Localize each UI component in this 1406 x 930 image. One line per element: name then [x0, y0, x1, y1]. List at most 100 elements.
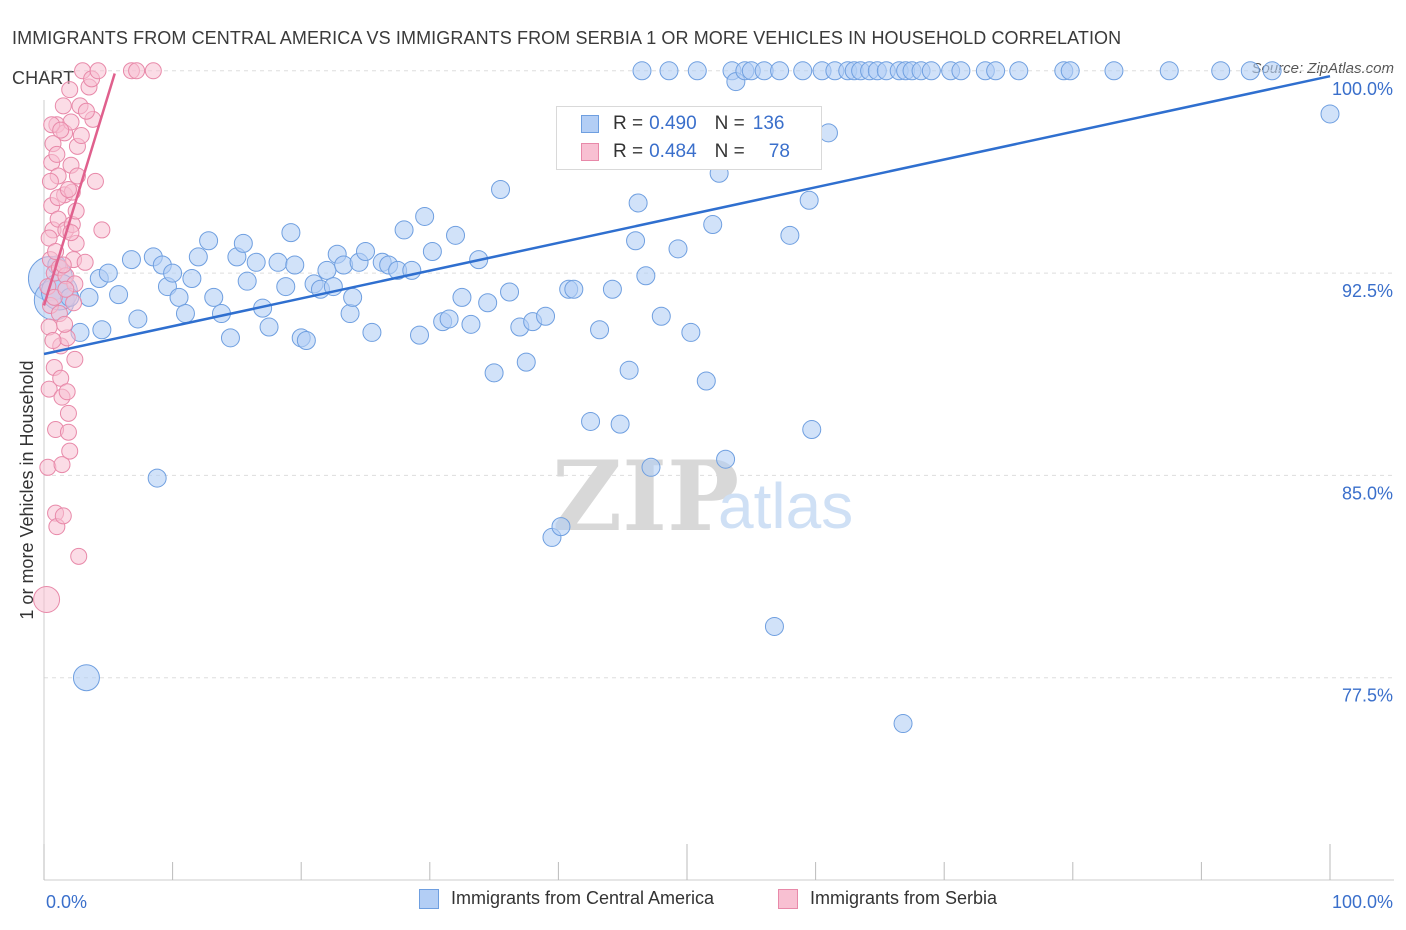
data-point-serbia	[54, 97, 72, 115]
data-point-central-america	[491, 179, 511, 199]
data-point-central-america	[619, 360, 639, 380]
series-serbia	[33, 62, 162, 613]
data-point-central-america	[422, 242, 442, 262]
data-point-central-america	[98, 263, 118, 283]
data-point-central-america	[687, 61, 707, 81]
series-central-america	[27, 61, 1340, 734]
data-point-central-america	[1262, 61, 1282, 81]
data-point-central-america	[246, 252, 266, 272]
data-point-central-america	[641, 457, 661, 477]
data-point-central-america	[802, 420, 822, 440]
data-point-central-america	[410, 325, 430, 345]
data-point-central-america	[169, 287, 189, 307]
correlation-legend: R = 0.490 N = 136 R = 0.484 N = 78	[556, 106, 822, 170]
data-point-serbia	[59, 404, 77, 422]
data-point-serbia	[57, 280, 75, 298]
data-point-central-america	[285, 255, 305, 275]
data-point-serbia	[39, 458, 57, 476]
grid-lines	[44, 70, 1394, 679]
data-point-central-america	[681, 322, 701, 342]
data-point-central-america	[780, 225, 800, 245]
data-point-central-america	[799, 190, 819, 210]
x-tick-label-min: 0.0%	[46, 892, 87, 912]
data-point-central-america	[478, 293, 498, 313]
legend-r-value: 0.484	[649, 141, 697, 162]
data-point-serbia	[44, 332, 62, 350]
data-point-central-america	[268, 252, 288, 272]
data-point-central-america	[986, 61, 1006, 81]
data-point-central-america	[296, 331, 316, 351]
trendline-serbia	[42, 73, 116, 306]
data-point-serbia	[54, 507, 72, 525]
y-tick-label: 92.5%	[1342, 281, 1393, 301]
legend-item-serbia[interactable]: Immigrants from Serbia	[778, 888, 997, 909]
data-point-central-america	[92, 320, 112, 340]
data-point-serbia	[58, 383, 76, 401]
data-point-central-america	[610, 414, 630, 434]
legend-r-label: R =	[613, 141, 644, 162]
data-point-central-america	[281, 223, 301, 243]
data-point-central-america	[564, 279, 584, 299]
legend-row-central-america: R = 0.490 N = 136	[581, 111, 784, 137]
tick-labels: 77.5% 85.0% 92.5% 100.0% 0.0% 100.0%	[46, 79, 1393, 912]
data-point-serbia	[61, 442, 79, 460]
legend-n-label: N =	[714, 141, 745, 162]
data-point-serbia	[52, 121, 70, 139]
x-tick-label-max: 100.0%	[1332, 892, 1393, 912]
data-point-serbia	[53, 456, 71, 474]
legend-r-label: R =	[613, 113, 644, 134]
data-point-central-america	[72, 664, 100, 692]
data-point-central-america	[770, 61, 790, 81]
data-point-serbia	[33, 585, 61, 613]
data-point-serbia	[59, 180, 77, 198]
data-point-serbia	[86, 172, 104, 190]
data-point-central-america	[651, 306, 671, 326]
data-point-central-america	[452, 287, 472, 307]
data-point-central-america	[581, 411, 601, 431]
legend-label-serbia: Immigrants from Serbia	[810, 888, 998, 908]
data-point-central-america	[516, 352, 536, 372]
data-point-serbia	[93, 221, 111, 239]
data-point-central-america	[668, 239, 688, 259]
data-point-serbia	[89, 62, 107, 80]
data-point-central-america	[626, 231, 646, 251]
data-point-central-america	[1009, 61, 1029, 81]
data-point-central-america	[716, 449, 736, 469]
data-point-central-america	[764, 616, 784, 636]
data-point-central-america	[204, 287, 224, 307]
data-point-central-america	[439, 309, 459, 329]
data-point-central-america	[818, 123, 838, 143]
data-point-central-america	[1159, 61, 1179, 81]
data-point-central-america	[317, 260, 337, 280]
data-point-serbia	[56, 315, 74, 333]
legend-item-central-america[interactable]: Immigrants from Central America	[419, 888, 714, 909]
data-point-central-america	[182, 268, 202, 288]
legend-n-value: 136	[752, 113, 785, 134]
y-tick-label: 77.5%	[1342, 686, 1393, 706]
legend-n-label: N =	[714, 113, 745, 134]
legend-swatch-pink	[581, 143, 599, 161]
legend-label-central-america: Immigrants from Central America	[451, 888, 715, 908]
data-point-serbia	[41, 172, 59, 190]
data-point-serbia	[40, 380, 58, 398]
data-point-serbia	[128, 62, 146, 80]
data-point-serbia	[61, 81, 79, 99]
chart-source: Source: ZipAtlas.com	[1251, 60, 1394, 77]
data-point-central-america	[147, 468, 167, 488]
series-legend: Immigrants from Central America Immigran…	[0, 888, 1406, 916]
data-point-central-america	[343, 287, 363, 307]
data-point-central-america	[1240, 61, 1260, 81]
data-point-central-america	[220, 328, 240, 348]
data-point-serbia	[72, 127, 90, 145]
data-point-central-america	[484, 363, 504, 383]
data-point-central-america	[590, 320, 610, 340]
trend-lines	[42, 73, 1331, 356]
trendline-central-america	[43, 74, 1331, 356]
data-point-central-america	[461, 314, 481, 334]
data-point-central-america	[632, 61, 652, 81]
watermark: ZIP atlas	[552, 440, 853, 553]
data-point-serbia	[66, 350, 84, 368]
data-point-central-america	[79, 287, 99, 307]
data-point-central-america	[446, 225, 466, 245]
